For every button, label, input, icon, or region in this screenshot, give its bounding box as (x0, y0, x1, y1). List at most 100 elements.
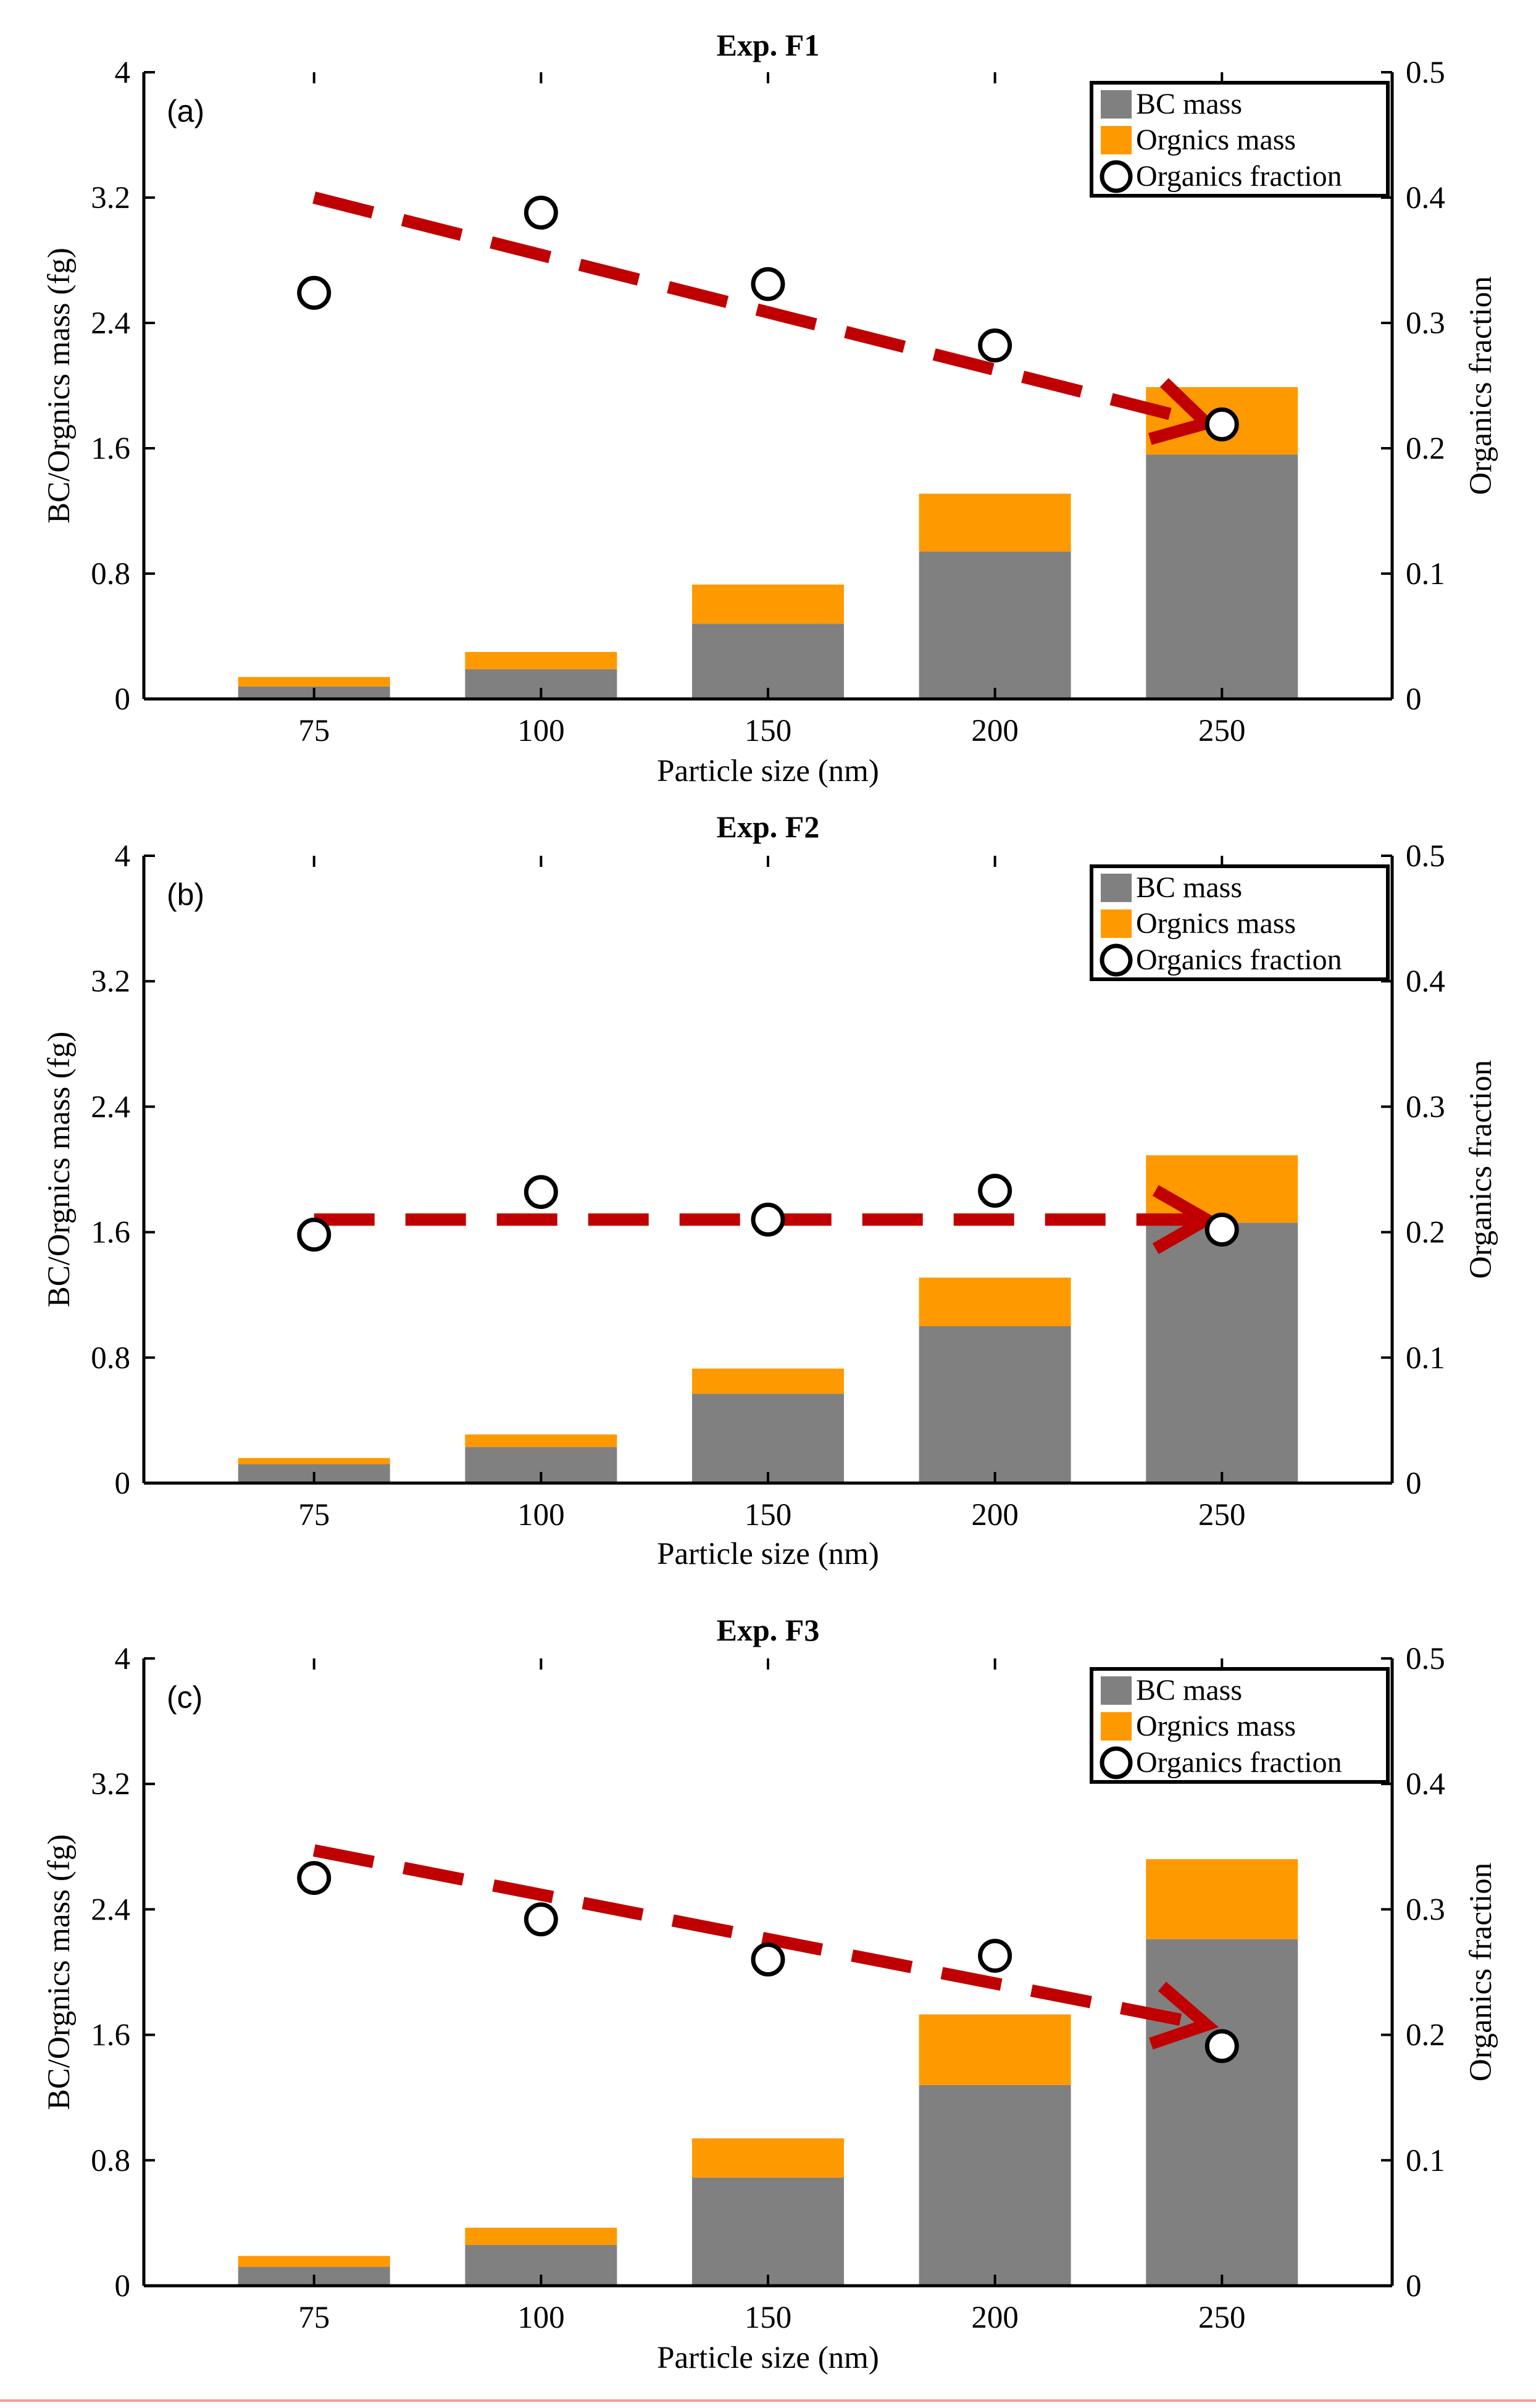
legend-label-org: Orgnics mass (1136, 1710, 1296, 1742)
x-tick-label: 150 (745, 2301, 792, 2335)
legend-marker-frac (1100, 943, 1133, 977)
left-tick-label: 4 (115, 1642, 131, 1676)
right-tick-label: 0.3 (1406, 306, 1445, 341)
left-tick-label: 3.2 (91, 181, 130, 215)
organics-mass-bar (919, 1277, 1071, 1326)
x-tick-label: 250 (1198, 2301, 1246, 2335)
bc-mass-bar (692, 1394, 844, 1483)
legend-label-bc: BC mass (1136, 88, 1242, 120)
left-tick-label: 4 (115, 839, 131, 874)
legend-swatch-bc (1101, 90, 1132, 119)
y2-axis-label: Organics fraction (1464, 1060, 1498, 1279)
right-tick-label: 0.5 (1406, 839, 1445, 874)
organics-fraction-marker (978, 1174, 1012, 1208)
left-tick-label: 3.2 (91, 964, 130, 999)
x-tick-label: 100 (517, 714, 565, 748)
organics-fraction-marker (1204, 2029, 1239, 2063)
organics-mass-bar (692, 584, 844, 624)
organics-fraction-marker (524, 195, 558, 230)
x-axis-label: Particle size (nm) (657, 754, 879, 788)
panel-label: (b) (167, 877, 204, 912)
left-tick-label: 0.8 (91, 2144, 130, 2178)
legend-swatch-org (1101, 126, 1132, 154)
legend-label-frac: Organics fraction (1136, 1746, 1342, 1779)
x-tick-label: 75 (298, 1498, 330, 1532)
right-tick-label: 0.2 (1406, 2018, 1445, 2053)
organics-fraction-marker (978, 328, 1012, 363)
legend-box (1090, 864, 1390, 981)
organics-fraction-marker (751, 267, 785, 301)
right-tick-label: 0.5 (1406, 56, 1445, 90)
organics-fraction-marker (1204, 1213, 1239, 1247)
bc-mass-bar (1146, 1223, 1298, 1483)
right-tick-label: 0 (1406, 682, 1422, 717)
legend-swatch-org (1101, 1712, 1132, 1741)
x-tick-label: 200 (971, 2301, 1019, 2335)
x-tick-label: 100 (517, 2301, 565, 2335)
legend-marker-frac (1100, 160, 1133, 193)
organics-fraction-marker (297, 1861, 332, 1896)
left-tick-label: 0.8 (91, 557, 130, 592)
legend-marker-frac (1100, 1746, 1133, 1779)
left-tick-label: 3.2 (91, 1767, 130, 1802)
organics-fraction-marker (524, 1902, 558, 1937)
right-tick-label: 0.5 (1406, 1642, 1445, 1676)
organics-mass-bar (238, 1458, 390, 1465)
right-tick-label: 0.4 (1406, 964, 1445, 999)
panel-label: (c) (167, 1680, 202, 1715)
organics-mass-bar (465, 2228, 617, 2245)
organics-fraction-marker (751, 1202, 785, 1237)
legend-box (1090, 81, 1390, 198)
legend-swatch-bc (1101, 1676, 1132, 1705)
x-tick-label: 150 (745, 714, 792, 748)
left-tick-label: 0 (115, 2269, 131, 2304)
organics-mass-bar (1146, 1859, 1298, 1939)
legend-label-frac: Organics fraction (1136, 943, 1342, 976)
organics-mass-bar (692, 2138, 844, 2178)
organics-fraction-marker (978, 1939, 1012, 1973)
right-tick-label: 0 (1406, 2269, 1422, 2304)
x-tick-label: 250 (1198, 1498, 1246, 1532)
bc-mass-bar (692, 624, 844, 699)
right-tick-label: 0.4 (1406, 1767, 1445, 1802)
left-tick-label: 0 (115, 1466, 131, 1501)
organics-fraction-marker (524, 1175, 558, 1210)
organics-mass-bar (465, 651, 617, 669)
x-tick-label: 250 (1198, 714, 1246, 748)
right-tick-label: 0.3 (1406, 1892, 1445, 1927)
legend-label-bc: BC mass (1136, 871, 1242, 904)
organics-fraction-marker (1204, 407, 1239, 441)
bc-mass-bar (919, 551, 1071, 699)
bc-mass-bar (919, 2084, 1071, 2286)
trend-arrow-head (1152, 1185, 1219, 1255)
left-tick-label: 1.6 (91, 432, 130, 466)
organics-mass-bar (692, 1368, 844, 1394)
y-axis-label: BC/Orgnics mass (fg) (42, 248, 77, 524)
right-tick-label: 0.2 (1406, 432, 1445, 466)
left-tick-label: 4 (115, 56, 131, 90)
left-tick-label: 1.6 (91, 1216, 130, 1250)
panel-label: (a) (167, 94, 204, 128)
organics-mass-bar (465, 1434, 617, 1447)
right-tick-label: 0.2 (1406, 1216, 1445, 1250)
left-tick-label: 0 (115, 682, 131, 717)
organics-fraction-marker (297, 275, 332, 310)
legend-swatch-org (1101, 909, 1132, 938)
right-tick-label: 0.1 (1406, 1341, 1445, 1376)
organics-mass-bar (919, 493, 1071, 552)
x-tick-label: 100 (517, 1498, 565, 1532)
organics-mass-bar (919, 2014, 1071, 2085)
left-tick-label: 2.4 (91, 1090, 130, 1124)
legend-label-org: Orgnics mass (1136, 123, 1296, 156)
organics-mass-bar (1146, 1155, 1298, 1223)
trend-arrow-line (312, 1844, 1208, 2031)
legend-swatch-bc (1101, 874, 1132, 902)
x-tick-label: 75 (298, 2301, 330, 2335)
right-tick-label: 0.1 (1406, 557, 1445, 592)
x-axis-label: Particle size (nm) (657, 2341, 879, 2375)
right-tick-label: 0.3 (1406, 1090, 1445, 1124)
x-tick-label: 75 (298, 714, 330, 748)
x-tick-label: 150 (745, 1498, 792, 1532)
chart-title: Exp. F3 (717, 1613, 820, 1647)
